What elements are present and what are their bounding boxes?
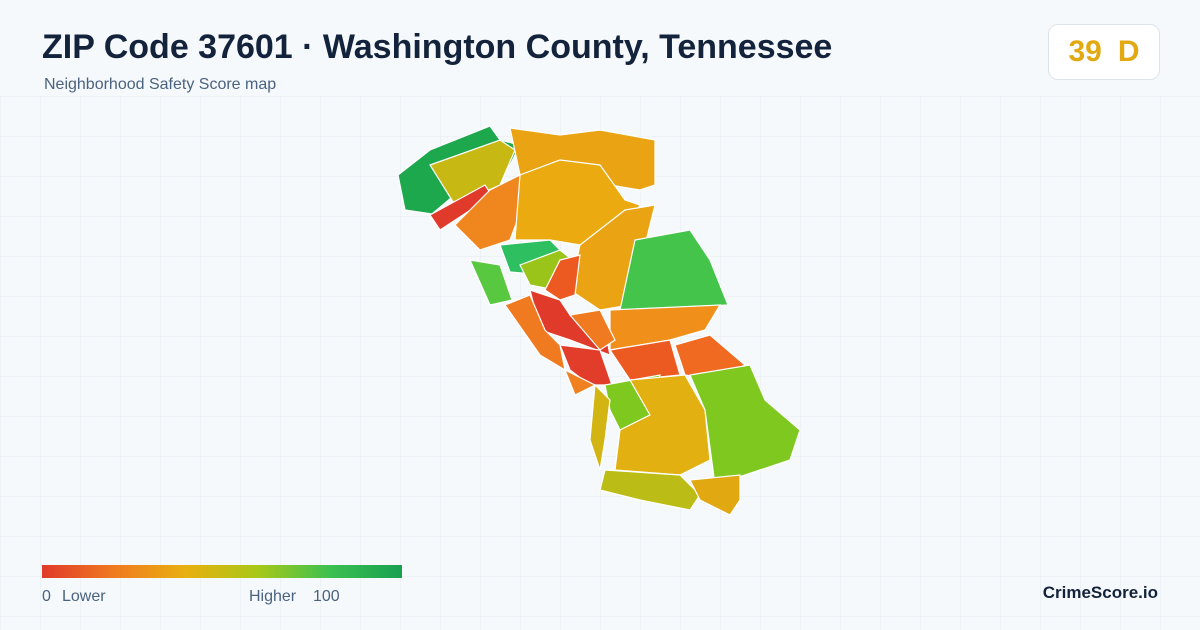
region — [429, 139, 516, 206]
region — [468, 259, 513, 306]
region — [568, 309, 616, 351]
score-badge: 39 D — [1048, 24, 1160, 80]
region — [544, 254, 581, 301]
region — [563, 368, 597, 396]
legend-bar — [42, 565, 402, 578]
brand: CrimeScore.io — [1042, 583, 1158, 602]
neighborhoods — [397, 125, 801, 516]
subtitle: Neighborhood Safety Score map — [44, 76, 277, 93]
region — [559, 344, 613, 386]
region — [689, 474, 741, 516]
region — [689, 364, 801, 486]
legend-low: Lower — [62, 588, 106, 605]
score-value: 39 — [1068, 35, 1102, 68]
legend-high: Higher — [249, 588, 297, 605]
legend-min: 0 — [42, 588, 51, 605]
title: ZIP Code 37601 · Washington County, Tenn… — [42, 28, 833, 66]
region — [589, 383, 611, 471]
region — [599, 469, 701, 511]
region — [619, 229, 729, 311]
legend-max: 100 — [313, 588, 340, 605]
score-grade: D — [1117, 35, 1140, 68]
